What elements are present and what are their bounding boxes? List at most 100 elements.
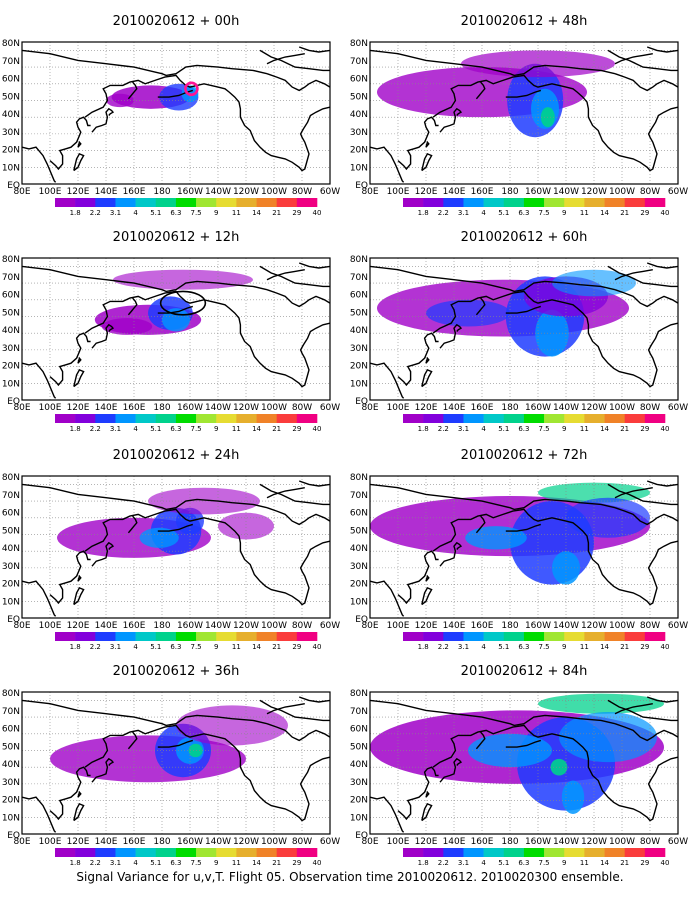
colorbar-swatch <box>55 632 76 641</box>
colorbar-label: 6.3 <box>170 859 181 867</box>
colorbar-label: 9 <box>562 643 566 651</box>
colorbar-label: 29 <box>292 643 301 651</box>
coastline <box>397 116 439 171</box>
coastline <box>266 53 305 65</box>
lon-tick-label: 80E <box>361 621 378 631</box>
coastline <box>505 523 542 532</box>
coastline <box>49 332 91 387</box>
lat-tick-label: 80N <box>2 473 20 483</box>
lat-tick-label: EQ <box>7 181 20 191</box>
colorbar-label: 1.8 <box>418 209 429 217</box>
coastline <box>91 323 115 349</box>
lon-tick-label: 120E <box>67 837 90 847</box>
variance-area <box>188 743 203 758</box>
colorbar-swatch <box>644 414 666 423</box>
lon-tick-label: 100E <box>39 403 62 413</box>
colorbar-label: 29 <box>292 859 301 867</box>
colorbar-swatch <box>175 632 197 641</box>
lon-tick-label: 120E <box>67 621 90 631</box>
colorbar-swatch <box>75 414 96 423</box>
lon-tick-label: 60W <box>320 403 340 413</box>
colorbar-swatch <box>423 848 444 857</box>
colorbar-swatch <box>584 414 605 423</box>
coastline <box>397 332 439 387</box>
coastline <box>614 269 653 281</box>
lat-tick-label: 40N <box>350 326 368 336</box>
lon-tick-label: 140W <box>205 187 231 197</box>
lon-tick-label: 140W <box>553 837 579 847</box>
lon-tick-label: 180 <box>153 621 170 631</box>
lon-tick-label: 80W <box>292 403 312 413</box>
colorbar-swatch <box>443 414 464 423</box>
colorbar-swatch <box>463 198 484 207</box>
colorbar-swatch <box>624 632 646 641</box>
colorbar-swatch <box>55 414 76 423</box>
lat-tick-label: 70N <box>2 273 20 283</box>
coastline <box>73 369 85 388</box>
colorbar-label: 7.5 <box>191 209 202 217</box>
colorbar-label: 9 <box>562 859 566 867</box>
coastline <box>397 550 439 605</box>
lat-tick-label: 30N <box>2 128 20 138</box>
colorbar-swatch <box>75 632 96 641</box>
colorbar-swatch <box>483 848 505 857</box>
colorbar-label: 3.1 <box>110 859 121 867</box>
colorbar-label: 29 <box>640 425 649 433</box>
lon-tick-label: 160E <box>123 187 146 197</box>
colorbar-label: 7.5 <box>539 425 550 433</box>
colorbar-label: 5.1 <box>150 859 161 867</box>
lat-tick-label: 50N <box>2 92 20 102</box>
colorbar-swatch <box>256 632 277 641</box>
lon-tick-label: 120W <box>233 187 259 197</box>
colorbar-label: 5.1 <box>150 209 161 217</box>
lon-tick-label: 160E <box>123 403 146 413</box>
colorbar-swatch <box>236 414 257 423</box>
colorbar-label: 29 <box>640 209 649 217</box>
colorbar-label: 4 <box>481 859 486 867</box>
colorbar-swatch <box>604 848 625 857</box>
lon-tick-label: 140E <box>443 403 466 413</box>
map-background <box>22 42 330 184</box>
lon-tick-label: 140E <box>95 837 118 847</box>
colorbar-swatch <box>503 414 525 423</box>
lat-tick-label: 30N <box>2 778 20 788</box>
colorbar-swatch <box>155 198 177 207</box>
coastline <box>298 480 330 487</box>
coastline <box>439 107 463 133</box>
variance-area <box>113 269 253 290</box>
colorbar-label: 6.3 <box>518 859 529 867</box>
colorbar-label: 4 <box>481 209 486 217</box>
lon-tick-label: 160E <box>471 403 494 413</box>
lon-tick-label: 160E <box>471 621 494 631</box>
coastline <box>259 265 330 288</box>
panel-title: 2010020612 + 12h <box>113 230 240 245</box>
coastline <box>22 49 268 77</box>
lat-tick-label: EQ <box>355 615 368 625</box>
panel-title: 2010020612 + 48h <box>461 14 588 29</box>
colorbar-label: 21 <box>272 859 281 867</box>
colorbar-swatch <box>483 632 505 641</box>
lon-tick-label: 80W <box>640 403 660 413</box>
colorbar-swatch <box>443 198 464 207</box>
colorbar-label: 2.2 <box>438 859 449 867</box>
coastline <box>49 766 91 821</box>
colorbar-swatch <box>276 414 298 423</box>
colorbar-swatch <box>443 632 464 641</box>
coastline <box>298 696 330 703</box>
colorbar-swatch <box>216 198 237 207</box>
colorbar-swatch <box>55 198 76 207</box>
lat-tick-label: 40N <box>2 544 20 554</box>
coastline <box>425 790 430 798</box>
colorbar-label: 5.1 <box>498 425 509 433</box>
colorbar-swatch <box>463 414 484 423</box>
colorbar: 1.8 2.2 3.1 4 5.1 6.3 7.5 9 11 14 21 29 40 <box>403 414 669 433</box>
lat-tick-label: 30N <box>350 778 368 788</box>
lon-tick-label: 80W <box>640 837 660 847</box>
coastline <box>22 265 268 293</box>
lat-tick-label: 40N <box>2 110 20 120</box>
colorbar-swatch <box>403 198 424 207</box>
colorbar-swatch <box>503 198 525 207</box>
coastline <box>370 483 616 511</box>
lon-tick-label: 120W <box>233 621 259 631</box>
lon-tick-label: 140W <box>205 403 231 413</box>
